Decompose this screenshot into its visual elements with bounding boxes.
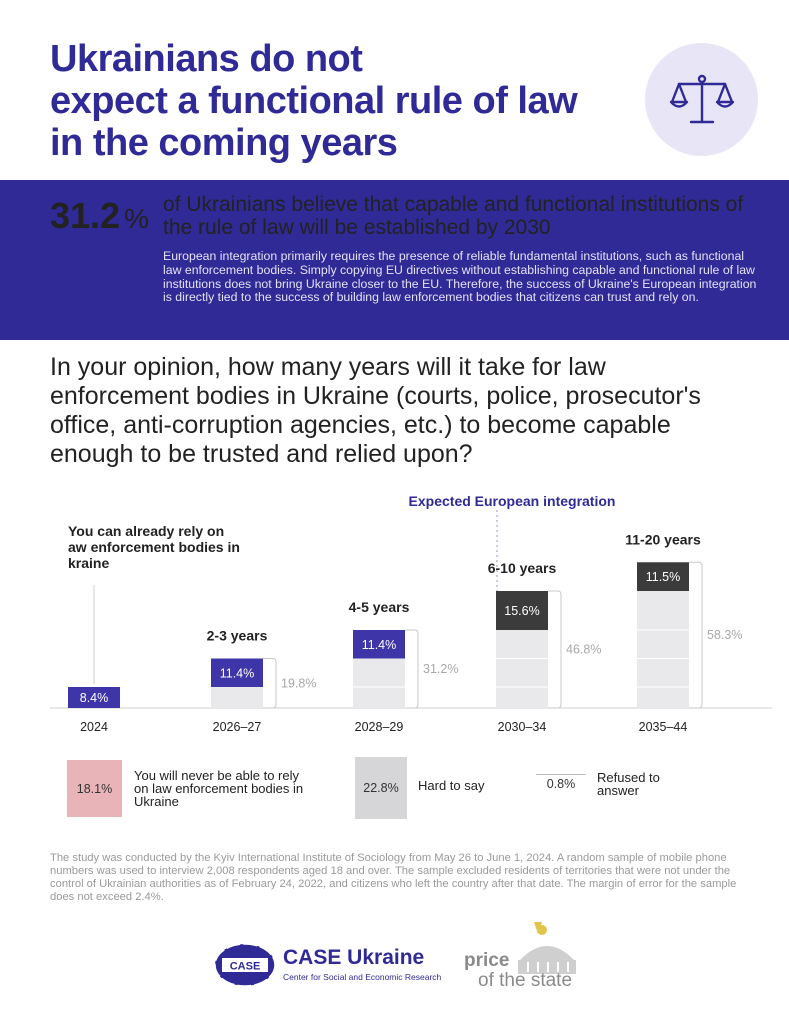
- highlight-headline: of Ukrainians believe that capable and f…: [163, 193, 744, 239]
- legend-never-swatch: 18.1%: [67, 760, 122, 817]
- highlight-stat: 31.2%: [50, 196, 149, 239]
- x-tick-label: 2035–44: [639, 720, 688, 734]
- x-tick-label: 2026–27: [213, 720, 262, 734]
- highlight-unit: %: [124, 203, 149, 234]
- legend-refused-value: 0.8%: [544, 776, 578, 791]
- legend-refused-swatch: 0.8%: [536, 774, 586, 792]
- cumulative-bracket: [689, 561, 703, 709]
- survey-question: In your opinion, how many years will it …: [50, 353, 701, 468]
- x-tick-label: 2030–34: [498, 720, 547, 734]
- cumulative-label: 58.3%: [707, 628, 742, 642]
- legend-hard-value: 22.8%: [363, 781, 399, 795]
- cumulative-bracket: [405, 629, 419, 709]
- bar-value-label: 11.4%: [220, 666, 255, 680]
- methodology-footnote: The study was conducted by the Kyiv Inte…: [50, 852, 737, 903]
- title-line-2: expect a functional rule of law: [50, 80, 578, 122]
- title-line-3: in the coming years: [50, 122, 398, 164]
- category-header: 2-3 years: [207, 628, 268, 644]
- bar-value-label: 11.4%: [362, 638, 397, 652]
- cumulative-bar: [637, 591, 689, 708]
- case-ukraine-subtitle: Center for Social and Economic Research: [283, 972, 442, 982]
- category-header: 4-5 years: [349, 599, 410, 615]
- legend-refused-label: Refused to answer: [597, 770, 660, 798]
- legend-hard-swatch: 22.8%: [355, 757, 407, 819]
- eu-integration-annotation: Expected European integration: [409, 493, 616, 509]
- cumulative-bracket: [548, 590, 562, 709]
- bar: [496, 591, 548, 630]
- cumulative-label: 31.2%: [423, 662, 458, 676]
- highlight-value: 31.2: [50, 195, 121, 236]
- case-badge-text: CASE: [230, 961, 261, 973]
- cumulative-bar: [353, 658, 405, 708]
- highlight-band: [0, 180, 789, 340]
- scales-badge: [645, 43, 758, 156]
- case-ukraine-logo: CASE: [214, 943, 276, 987]
- bar-value-label: 15.6%: [504, 604, 539, 618]
- case-ukraine-name: CASE Ukraine: [283, 946, 425, 969]
- price-of-the-state-word-price: price: [464, 950, 510, 971]
- legend-never-label: You will never be able to rely on law en…: [134, 768, 304, 809]
- bar: [68, 687, 120, 708]
- bar: [637, 562, 689, 591]
- bar: [211, 658, 263, 687]
- bar: [353, 630, 405, 659]
- legend-never-value: 18.1%: [76, 781, 113, 796]
- cumulative-bracket: [263, 658, 277, 709]
- scales-of-justice-icon: [669, 74, 734, 123]
- bar-value-label: 11.5%: [646, 570, 681, 584]
- legend-hard-label: Hard to say: [418, 778, 485, 793]
- page-title: Ukrainians do not expect a functional ru…: [50, 38, 640, 164]
- x-tick-label: 2028–29: [355, 720, 404, 734]
- category-header: 11-20 years: [625, 531, 701, 547]
- price-of-the-state-logo: [518, 922, 576, 974]
- years-chart: Expected European integration 8.4% 2024 Yo…: [50, 493, 772, 734]
- cumulative-label: 46.8%: [566, 643, 601, 657]
- cumulative-bar: [211, 687, 263, 708]
- price-of-the-state-word-state: of the state: [478, 970, 573, 991]
- category-header: You can already rely on aw enforcement b…: [68, 523, 244, 571]
- cumulative-label: 19.8%: [281, 676, 316, 690]
- cumulative-bar: [496, 630, 548, 708]
- x-tick-label: 2024: [80, 720, 108, 734]
- category-header: 6-10 years: [488, 560, 557, 576]
- bar-value-label: 8.4%: [80, 691, 109, 705]
- highlight-body: European integration primarily requires …: [163, 249, 757, 305]
- title-line-1: Ukrainians do not: [50, 38, 363, 80]
